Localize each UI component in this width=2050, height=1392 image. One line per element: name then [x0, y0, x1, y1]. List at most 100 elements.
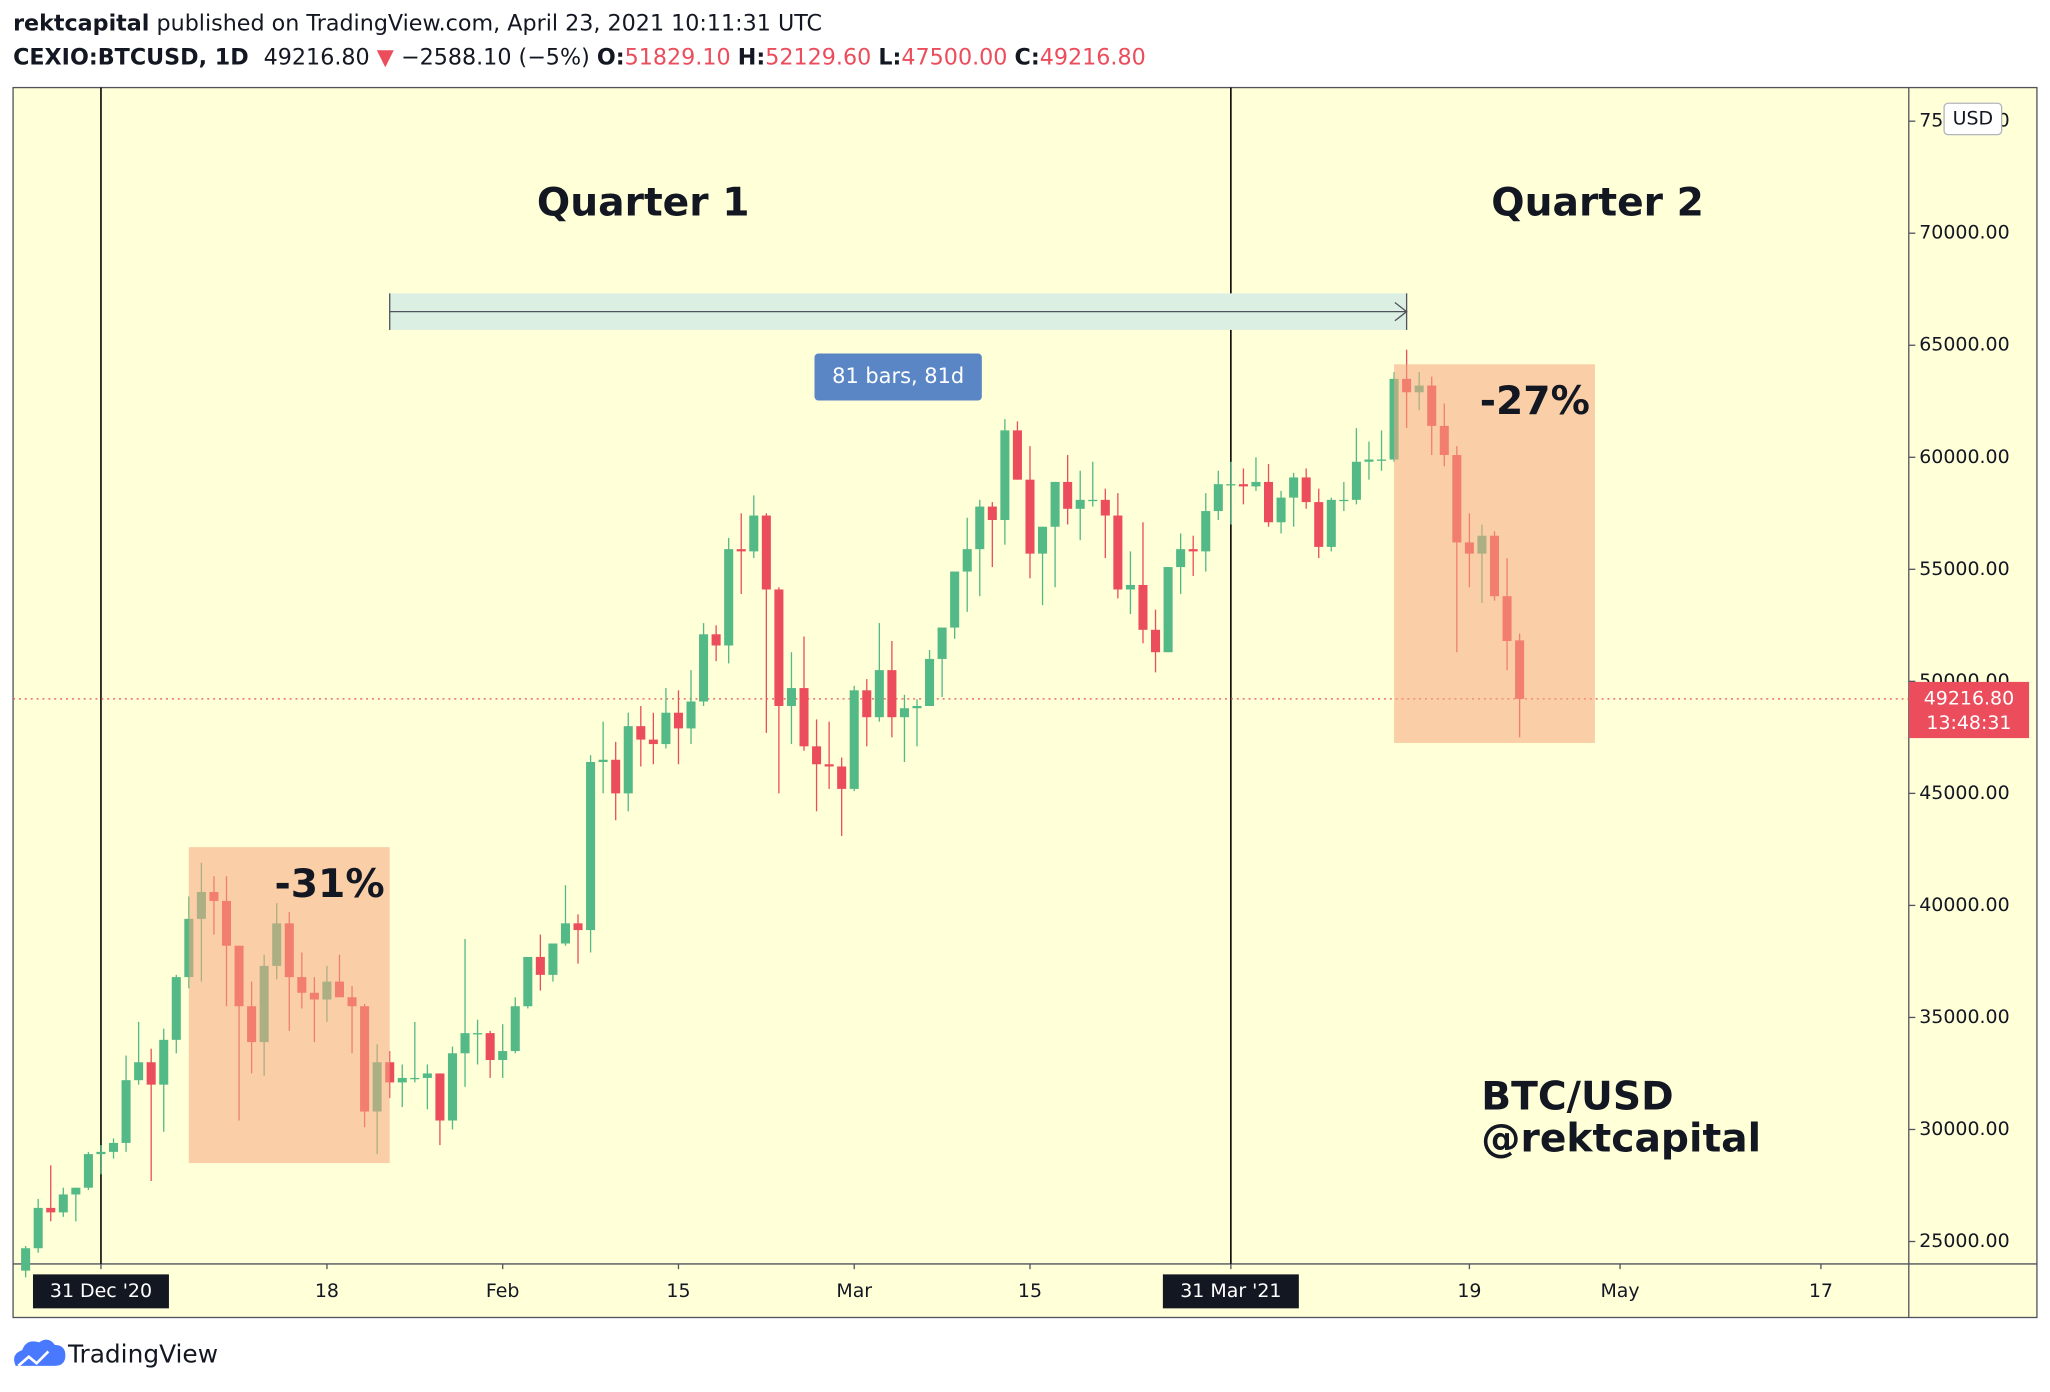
- currency-badge: [1943, 102, 2003, 136]
- candle-body: [422, 1073, 432, 1078]
- candle-body: [1326, 499, 1336, 547]
- candle-body: [937, 627, 947, 659]
- candle-body: [1301, 477, 1311, 503]
- candle-body: [58, 1194, 68, 1213]
- candle-body: [799, 688, 809, 747]
- candle-body: [1238, 484, 1248, 487]
- candle-body: [899, 708, 909, 718]
- countdown-label: 13:48:31: [1926, 712, 2011, 734]
- plot: 25000.00 30000.00 35000.00 40000.00 45000.00…: [13, 87, 2030, 1309]
- symbol: CEXIO:BTCUSD, 1D: [13, 44, 249, 70]
- candle-body: [824, 764, 834, 767]
- candle-body: [71, 1187, 81, 1195]
- candle-body: [96, 1151, 106, 1155]
- header-line-2: CEXIO:BTCUSD, 1D 49216.80 ▼ −2588.10 (−5…: [13, 44, 1146, 70]
- candle-body: [1188, 549, 1198, 552]
- candle-body: [950, 571, 960, 628]
- x-tick-label: 19: [1457, 1280, 1481, 1302]
- candle-body: [159, 1039, 169, 1085]
- candle-body: [774, 589, 784, 706]
- candle-body: [1151, 629, 1161, 653]
- candle-body: [1213, 484, 1223, 512]
- candle-body: [724, 549, 734, 646]
- candle-body: [1125, 584, 1135, 590]
- candle-body: [711, 634, 721, 646]
- tradingview-logo: [14, 1339, 66, 1367]
- header-line-1: rektcapital published on TradingView.com…: [13, 10, 822, 36]
- date-range-label: 81 bars, 81d: [832, 364, 964, 388]
- y-tick-label: 40000.00: [1919, 894, 2009, 916]
- candle-body: [1364, 459, 1374, 462]
- highlight-box: [188, 847, 390, 1164]
- x-tick-label: 17: [1809, 1280, 1833, 1302]
- arrow: ▼: [377, 44, 395, 70]
- ohlc-value: 52129.60: [765, 44, 871, 70]
- annotation: BTC/USD: [1481, 1075, 1673, 1120]
- candle-body: [1000, 430, 1010, 521]
- candle-body: [146, 1062, 156, 1085]
- candle-body: [661, 712, 671, 745]
- candle-body: [1176, 549, 1186, 568]
- candle-body: [598, 759, 608, 763]
- candle-body: [108, 1142, 119, 1152]
- candle-body: [46, 1207, 56, 1213]
- candle-body: [1251, 481, 1261, 487]
- x-tick-label: May: [1600, 1280, 1639, 1302]
- candle-body: [498, 1051, 508, 1061]
- ohlc-value: 47500.00: [901, 44, 1007, 70]
- ohlc-key: L:: [878, 44, 901, 70]
- candle-body: [699, 634, 709, 702]
- candle-body: [925, 658, 935, 706]
- annotation: Quarter 2: [1491, 181, 1704, 226]
- x-tick-label: 31 Mar '21: [1180, 1280, 1281, 1302]
- ohlc-key: O:: [597, 44, 625, 70]
- box-label: -27%: [1480, 379, 1590, 424]
- candle-body: [523, 956, 533, 1007]
- currency-label: USD: [1953, 107, 1993, 129]
- x-tick-label: 15: [1018, 1280, 1042, 1302]
- candle-body: [473, 1033, 483, 1035]
- candle-body: [1075, 499, 1085, 509]
- x-tick-label: 31 Dec '20: [50, 1280, 152, 1302]
- candle-body: [560, 923, 570, 944]
- candle-body: [1276, 497, 1286, 523]
- candle-body: [460, 1033, 470, 1054]
- author: rektcapital: [13, 10, 149, 36]
- x-tick-label: 18: [315, 1280, 339, 1302]
- candle-body: [812, 746, 822, 765]
- annotation: @rektcapital: [1481, 1117, 1761, 1162]
- y-tick-label: 65000.00: [1919, 334, 2009, 356]
- candle-body: [623, 726, 633, 794]
- highlight-box: [1394, 364, 1595, 743]
- y-tick-label: 45000.00: [1919, 782, 2009, 804]
- last-price-label: 49216.80: [1924, 687, 2014, 709]
- y-tick-label: 70000.00: [1919, 222, 2009, 244]
- candle-body: [1163, 567, 1173, 653]
- candle-body: [435, 1073, 445, 1121]
- candle-body: [83, 1154, 93, 1188]
- candle-body: [874, 670, 884, 718]
- candle-body: [134, 1062, 144, 1081]
- candle-body: [611, 759, 621, 794]
- ohlc-key: H:: [738, 44, 765, 70]
- candle-body: [1226, 484, 1236, 486]
- candle-body: [786, 688, 796, 706]
- ohlc-value: 51829.10: [625, 44, 731, 70]
- candle-body: [510, 1006, 520, 1052]
- candle-body: [171, 977, 181, 1040]
- candle-body: [862, 690, 872, 718]
- candle-body: [410, 1077, 420, 1080]
- date-range-arrow: [1394, 301, 1408, 322]
- x-tick-highlight: [1162, 1274, 1299, 1309]
- candle-body: [1314, 502, 1324, 547]
- candle-body: [686, 701, 696, 729]
- published: published on TradingView.com, April 23, …: [157, 10, 823, 36]
- candle-body: [1351, 461, 1361, 500]
- candle-body: [33, 1207, 43, 1249]
- annotation: Quarter 1: [537, 181, 750, 226]
- candle-body: [636, 726, 646, 740]
- x-tick-label: Mar: [836, 1280, 872, 1302]
- candle-body: [1050, 481, 1060, 527]
